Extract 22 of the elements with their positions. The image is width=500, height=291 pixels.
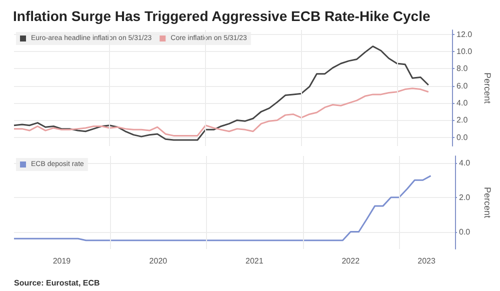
y-tick-label: 4.0 <box>459 158 471 168</box>
x-tick-label: 2023 <box>418 256 436 266</box>
y-tick-label: 4.0 <box>456 98 468 108</box>
x-tick-label: 2019 <box>52 256 72 266</box>
x-tick-label: 2022 <box>342 256 360 266</box>
y-axis-title: Percent <box>482 72 492 104</box>
y-tick-label: 2.0 <box>456 116 468 125</box>
chart-title: Inflation Surge Has Triggered Aggressive ECB Rate-Hike Cycle <box>13 8 430 24</box>
source-note: Source: Eurostat, ECB <box>14 278 100 288</box>
y-tick-label: 6.0 <box>456 81 468 90</box>
y-axis-title: Percent <box>482 186 492 218</box>
x-tick-label: 2020 <box>149 256 168 266</box>
y-tick-label: 0.0 <box>456 132 468 142</box>
x-tick-label: 2021 <box>246 256 264 266</box>
y-tick-label: 2.0 <box>459 192 471 202</box>
y-tick-label: 10.0 <box>456 46 473 56</box>
y-tick-label: 12.0 <box>456 30 473 39</box>
line-series <box>13 88 430 136</box>
y-tick-label: 8.0 <box>456 64 468 74</box>
line-series <box>13 175 432 242</box>
line-series <box>13 46 430 141</box>
y-tick-label: 0.0 <box>459 227 471 236</box>
